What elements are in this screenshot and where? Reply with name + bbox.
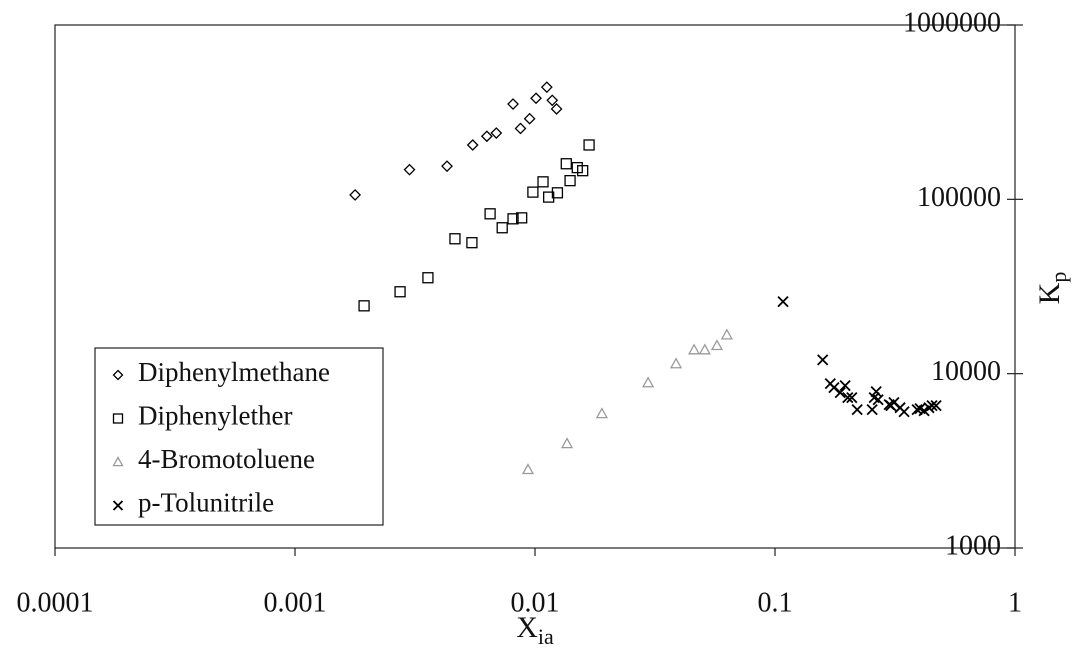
- marker-x: [817, 354, 829, 366]
- marker-square: [496, 222, 508, 234]
- legend-label: 4-Bromotoluene: [138, 444, 315, 474]
- marker-diamond: [403, 163, 416, 176]
- marker-square: [577, 165, 589, 177]
- marker-diamond: [540, 81, 553, 94]
- x-axis-label: Xia: [516, 611, 554, 649]
- marker-triangle: [698, 343, 711, 355]
- marker-diamond: [466, 139, 479, 151]
- y-label-sub: p: [1046, 272, 1071, 283]
- marker-triangle: [720, 328, 733, 340]
- x-tick-label: 0.0001: [17, 587, 94, 618]
- marker-square: [564, 174, 576, 187]
- marker-square: [466, 237, 478, 249]
- y-axis-label: Kp: [1033, 272, 1071, 305]
- y-axis-label-group: Kp: [1033, 272, 1071, 305]
- marker-square: [583, 139, 595, 151]
- legend-label: p-Tolunitrile: [138, 488, 274, 518]
- marker-x: [870, 385, 882, 398]
- marker-square: [484, 208, 496, 220]
- marker-square: [507, 213, 519, 225]
- x-label-main: X: [516, 611, 538, 644]
- y-tick-label: 10000: [931, 356, 1001, 387]
- marker-triangle: [687, 343, 701, 355]
- legend-label: Diphenylether: [138, 401, 292, 431]
- marker-triangle: [595, 407, 609, 419]
- marker-x: [777, 295, 789, 308]
- marker-square: [560, 158, 572, 170]
- marker-x: [846, 391, 858, 404]
- marker-x: [851, 403, 863, 416]
- marker-x: [834, 386, 846, 399]
- marker-diamond: [523, 112, 536, 125]
- marker-diamond: [441, 160, 453, 173]
- marker-diamond: [530, 92, 542, 105]
- marker-diamond: [349, 189, 362, 201]
- marker-x: [872, 394, 884, 406]
- marker-diamond: [490, 127, 503, 139]
- marker-x: [898, 406, 910, 418]
- x-tick-label: 0.1: [758, 587, 793, 618]
- marker-diamond: [507, 98, 519, 110]
- marker-triangle: [669, 357, 683, 369]
- y-tick-label: 1000000: [903, 7, 1001, 38]
- marker-square: [537, 176, 549, 188]
- marker-diamond: [514, 122, 527, 135]
- marker-diamond: [546, 94, 559, 107]
- y-tick-label: 100000: [917, 182, 1001, 213]
- x-tick-label: 1: [1008, 587, 1022, 618]
- marker-x: [112, 500, 124, 511]
- marker-square: [112, 413, 124, 424]
- marker-triangle: [560, 437, 574, 449]
- marker-triangle: [112, 456, 124, 467]
- x-tick-label: 0.01: [511, 587, 560, 618]
- x-label-sub: ia: [538, 624, 554, 649]
- x-tick-label: 0.001: [264, 587, 327, 618]
- marker-triangle: [521, 463, 535, 475]
- marker-diamond: [550, 103, 563, 115]
- marker-square: [543, 191, 555, 203]
- marker-x: [926, 399, 938, 412]
- marker-x: [930, 399, 942, 412]
- marker-triangle: [642, 376, 655, 388]
- marker-square: [358, 300, 370, 312]
- marker-diamond: [480, 130, 493, 143]
- marker-x: [842, 391, 854, 404]
- legend-box: [94, 347, 384, 526]
- marker-triangle: [710, 339, 724, 351]
- marker-square: [516, 212, 528, 224]
- marker-square: [394, 286, 406, 298]
- marker-x: [828, 381, 840, 394]
- marker-x: [866, 403, 878, 416]
- legend-label: Diphenylmethane: [138, 357, 330, 387]
- y-tick-label: 1000: [945, 530, 1001, 561]
- marker-square: [449, 233, 461, 245]
- marker-square: [551, 187, 564, 199]
- marker-square: [527, 186, 539, 198]
- y-label-main: K: [1033, 282, 1066, 304]
- marker-diamond: [112, 369, 124, 381]
- marker-x: [839, 379, 851, 392]
- marker-square: [422, 272, 434, 284]
